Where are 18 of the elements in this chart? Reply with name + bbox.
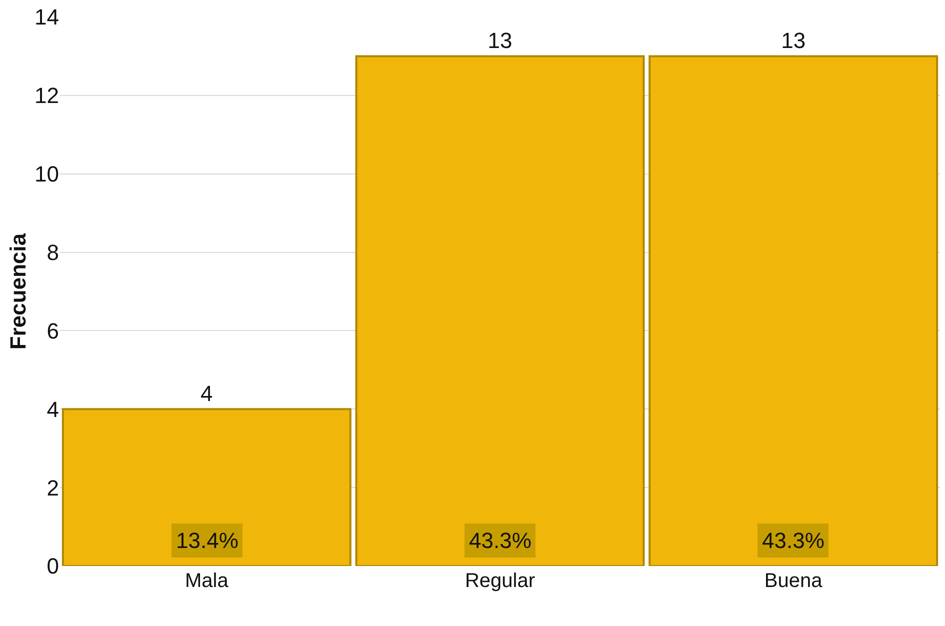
x-tick-label: Buena	[764, 570, 824, 592]
y-tick-label: 8	[46, 240, 59, 265]
annotation: 13.4%	[176, 528, 238, 553]
y-axis-title: Frecuencia	[5, 232, 30, 350]
x-tick-label: Regular	[464, 570, 536, 592]
y-tick-label: 0	[46, 554, 59, 579]
annotation: 43.3%	[469, 528, 532, 553]
y-tick-label: 14	[34, 4, 59, 30]
data-label: 13	[781, 28, 806, 54]
y-tick-label: 10	[34, 162, 59, 187]
data-label: 4	[200, 381, 213, 406]
data-label: 13	[488, 28, 512, 54]
x-tick-label: Mala	[184, 570, 230, 592]
y-tick-label: 4	[46, 396, 59, 422]
y-tick-label: 6	[46, 318, 59, 344]
y-tick-label: 2	[46, 475, 59, 500]
annotation: 43.3%	[762, 528, 824, 553]
y-tick-label: 12	[34, 83, 59, 108]
